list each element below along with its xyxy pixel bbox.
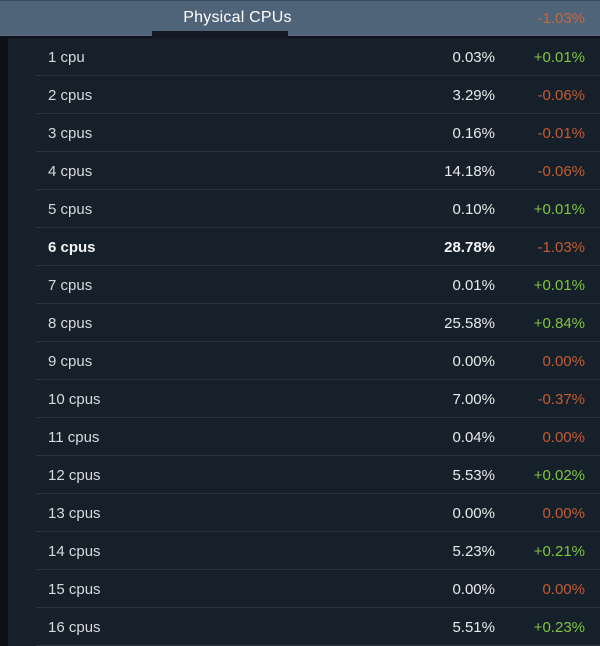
row-label: 8 cpus	[48, 314, 93, 332]
row-change: +0.84%	[533, 314, 585, 332]
row-value: 3.29%	[452, 86, 495, 104]
header-row-gap	[0, 36, 600, 38]
table-row: 5 cpus 0.10% +0.01%	[8, 190, 600, 228]
row-value: 28.78%	[444, 238, 495, 256]
row-value: 5.23%	[452, 542, 495, 560]
row-change: +0.23%	[533, 618, 585, 636]
row-label: 10 cpus	[48, 390, 101, 408]
row-value: 0.01%	[452, 276, 495, 294]
row-change: 0.00%	[542, 352, 585, 370]
row-value: 14.18%	[444, 162, 495, 180]
table-row: 6 cpus 28.78% -1.03%	[8, 228, 600, 266]
table-row: 13 cpus 0.00% 0.00%	[8, 494, 600, 532]
table-row: 1 cpu 0.03% +0.01%	[8, 38, 600, 76]
row-label: 7 cpus	[48, 276, 93, 294]
row-change: -0.01%	[537, 124, 585, 142]
row-change: +0.02%	[533, 466, 585, 484]
row-label: 1 cpu	[48, 48, 85, 66]
row-label: 13 cpus	[48, 504, 101, 522]
category-change-value: -1.03%	[537, 9, 585, 27]
row-label: 12 cpus	[48, 466, 101, 484]
table-row: 10 cpus 7.00% -0.37%	[8, 380, 600, 418]
row-change: 0.00%	[542, 428, 585, 446]
table-row: 2 cpus 3.29% -0.06%	[8, 76, 600, 114]
row-value: 5.53%	[452, 466, 495, 484]
row-change: -0.06%	[537, 86, 585, 104]
row-label: 5 cpus	[48, 200, 93, 218]
row-value: 0.10%	[452, 200, 495, 218]
table-row: 12 cpus 5.53% +0.02%	[8, 456, 600, 494]
row-change: +0.01%	[533, 48, 585, 66]
survey-table: 1 cpu 0.03% +0.01% 2 cpus 3.29% -0.06% 3…	[8, 38, 600, 646]
row-label: 4 cpus	[48, 162, 93, 180]
row-label: 15 cpus	[48, 580, 101, 598]
row-value: 0.16%	[452, 124, 495, 142]
row-label: 14 cpus	[48, 542, 101, 560]
row-value: 25.58%	[444, 314, 495, 332]
row-change: 0.00%	[542, 580, 585, 598]
row-change: -1.03%	[537, 238, 585, 256]
row-value: 0.00%	[452, 352, 495, 370]
row-value: 7.00%	[452, 390, 495, 408]
table-row: 15 cpus 0.00% 0.00%	[8, 570, 600, 608]
table-row: 9 cpus 0.00% 0.00%	[8, 342, 600, 380]
row-label: 9 cpus	[48, 352, 93, 370]
row-change: -0.06%	[537, 162, 585, 180]
row-change: +0.01%	[533, 276, 585, 294]
row-value: 0.00%	[452, 504, 495, 522]
table-row: 8 cpus 25.58% +0.84%	[8, 304, 600, 342]
category-title: Physical CPUs	[183, 9, 292, 26]
table-row: 3 cpus 0.16% -0.01%	[8, 114, 600, 152]
row-label: 6 cpus	[48, 238, 96, 256]
row-value: 0.04%	[452, 428, 495, 446]
table-row: 4 cpus 14.18% -0.06%	[8, 152, 600, 190]
row-change: +0.01%	[533, 200, 585, 218]
header-underline-notch	[152, 31, 288, 39]
table-row: 14 cpus 5.23% +0.21%	[8, 532, 600, 570]
table-row: 7 cpus 0.01% +0.01%	[8, 266, 600, 304]
row-label: 11 cpus	[48, 428, 100, 446]
row-value: 0.03%	[452, 48, 495, 66]
row-change: +0.21%	[533, 542, 585, 560]
row-label: 3 cpus	[48, 124, 93, 142]
row-value: 5.51%	[452, 618, 495, 636]
table-row: 16 cpus 5.51% +0.23%	[8, 608, 600, 646]
row-label: 16 cpus	[48, 618, 101, 636]
table-row: 11 cpus 0.04% 0.00%	[8, 418, 600, 456]
row-value: 0.00%	[452, 580, 495, 598]
row-label: 2 cpus	[48, 86, 93, 104]
row-change: -0.37%	[537, 390, 585, 408]
row-change: 0.00%	[542, 504, 585, 522]
category-header-physical-cpus[interactable]: Physical CPUs -1.03%	[0, 0, 600, 36]
